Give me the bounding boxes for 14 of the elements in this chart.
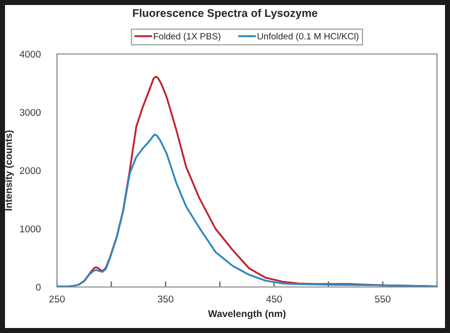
- y-tick-label: 1000: [20, 225, 41, 232]
- x-tick-label: 350: [158, 296, 174, 302]
- y-axis-title: Intensity (counts): [4, 130, 14, 210]
- legend-label: Folded (1X PBS): [154, 32, 220, 42]
- chart-title: Fluorescence Spectra of Lysozyme: [133, 8, 318, 20]
- y-tick-label: 2000: [20, 167, 41, 174]
- y-tick-label: 4000: [20, 50, 41, 58]
- x-tick-label: 550: [374, 296, 390, 302]
- y-tick-label: 0: [36, 284, 41, 291]
- x-axis-title: Wavelength (nm): [208, 310, 286, 320]
- x-tick-label: 250: [49, 296, 65, 302]
- legend-label: Unfolded (0.1 M HCl/KCl): [258, 32, 358, 42]
- y-tick-label: 3000: [20, 108, 41, 116]
- x-tick-label: 450: [266, 296, 282, 302]
